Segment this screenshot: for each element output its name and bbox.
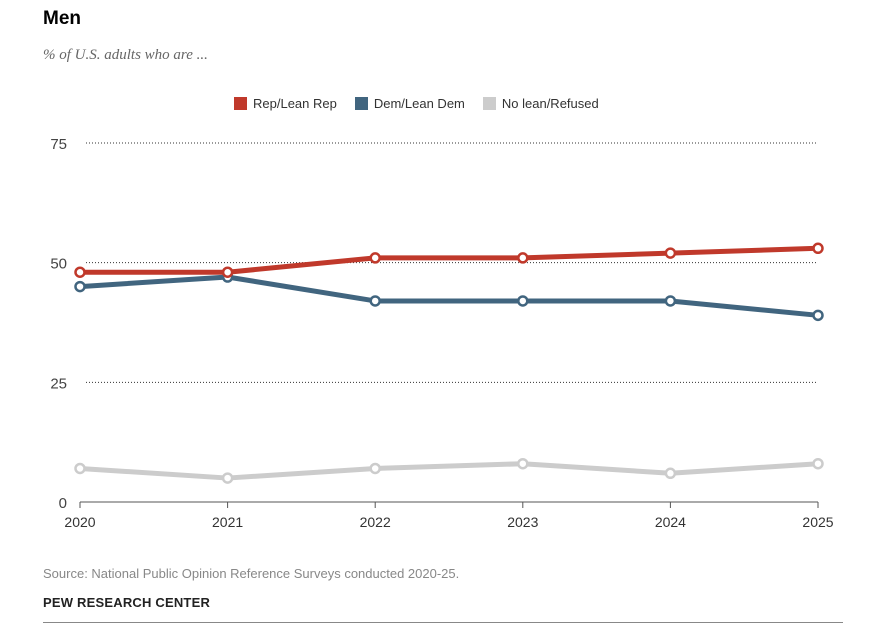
y-tick-label: 75 bbox=[50, 136, 67, 153]
y-tick-label: 25 bbox=[50, 375, 67, 392]
legend-swatch-dem bbox=[354, 97, 368, 110]
data-point bbox=[517, 252, 529, 264]
legend-swatch-rep bbox=[234, 97, 247, 110]
x-tick-label: 2021 bbox=[212, 514, 243, 530]
legend-swatch-nolean bbox=[482, 97, 496, 110]
data-point bbox=[812, 242, 824, 255]
credit: PEW RESEARCH CENTER bbox=[43, 595, 211, 610]
chart-title: Men bbox=[43, 8, 81, 29]
legend: Rep/Lean Rep Dem/Lean Dem No lean/Refuse… bbox=[234, 96, 599, 111]
series-line-2 bbox=[79, 461, 819, 481]
legend-item-dem: Dem/Lean Dem bbox=[354, 96, 465, 111]
data-point bbox=[74, 280, 86, 293]
legend-item-rep: Rep/Lean Rep bbox=[234, 96, 337, 111]
y-tick-label: 0 bbox=[59, 495, 67, 512]
data-point bbox=[664, 295, 677, 307]
data-point bbox=[664, 467, 677, 480]
data-point bbox=[221, 266, 234, 278]
series-line-1 bbox=[79, 274, 819, 318]
x-tick-label: 2024 bbox=[655, 514, 686, 530]
data-point bbox=[812, 457, 824, 470]
x-tick-label: 2025 bbox=[802, 514, 833, 530]
data-point bbox=[517, 295, 529, 307]
data-point bbox=[221, 472, 234, 484]
data-point bbox=[369, 462, 381, 475]
legend-item-nolean: No lean/Refused bbox=[482, 96, 599, 111]
source-note: Source: National Public Opinion Referenc… bbox=[43, 566, 460, 581]
data-point bbox=[664, 247, 677, 259]
legend-label-dem: Dem/Lean Dem bbox=[373, 96, 465, 111]
data-point bbox=[812, 309, 824, 322]
bottom-rule bbox=[43, 622, 843, 623]
legend-label-nolean: No lean/Refused bbox=[501, 96, 599, 111]
data-point bbox=[74, 266, 86, 278]
x-tick-label: 2023 bbox=[507, 514, 538, 530]
data-point bbox=[517, 457, 529, 470]
data-point bbox=[369, 295, 381, 307]
data-point bbox=[74, 462, 86, 475]
data-point bbox=[369, 252, 381, 264]
chart-subtitle: % of U.S. adults who are ... bbox=[43, 47, 208, 63]
x-tick-label: 2020 bbox=[64, 514, 95, 530]
series-line-0 bbox=[80, 245, 819, 275]
x-tick-label: 2022 bbox=[360, 514, 391, 530]
y-tick-label: 50 bbox=[50, 256, 67, 273]
legend-label-rep: Rep/Lean Rep bbox=[253, 96, 337, 111]
